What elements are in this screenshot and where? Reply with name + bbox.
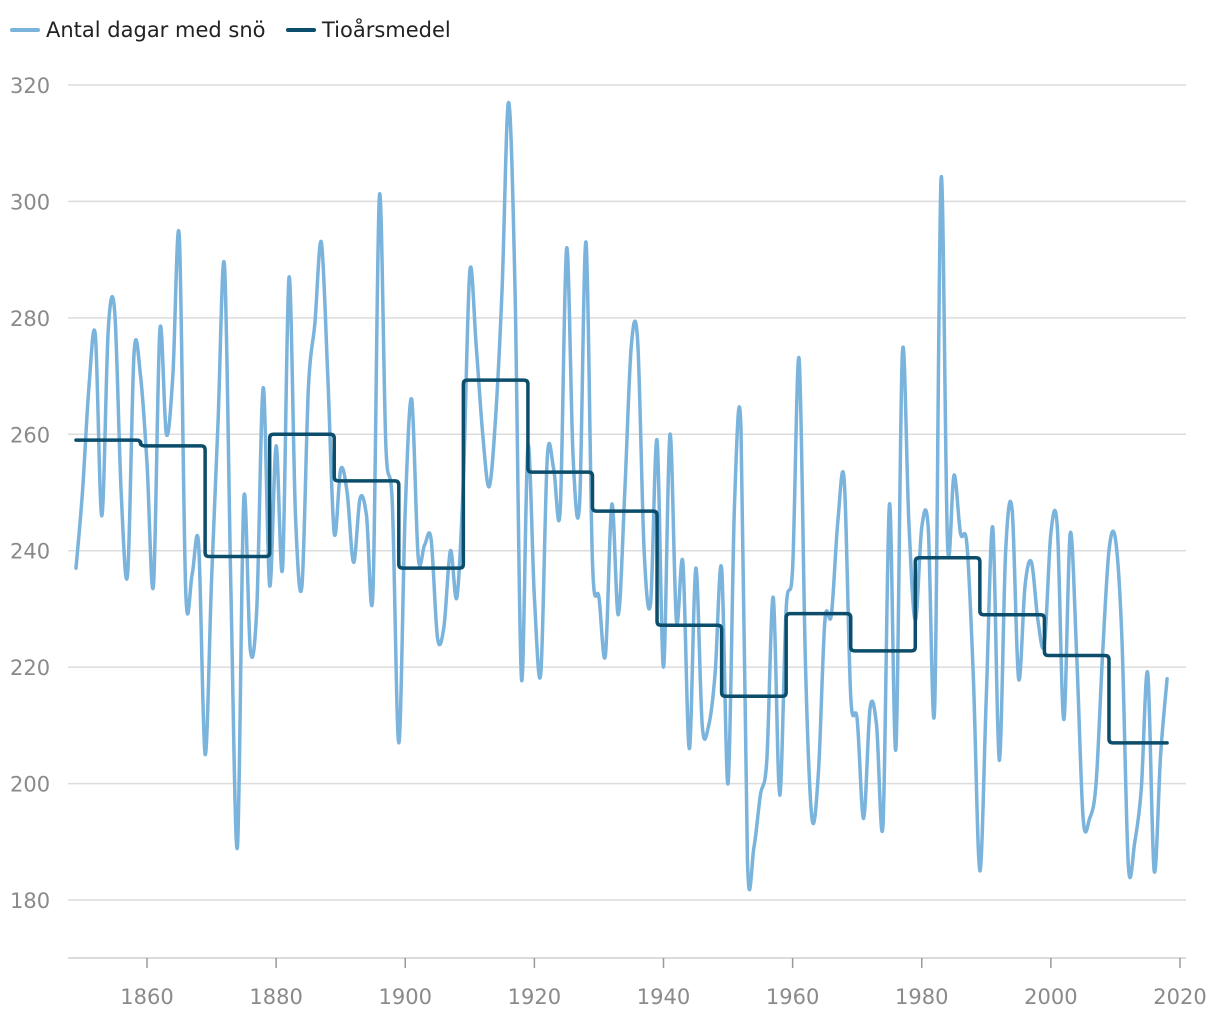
y-tick-label: 320 <box>10 74 50 98</box>
x-tick-label: 1920 <box>508 985 561 1009</box>
x-tick-label: 2020 <box>1153 985 1206 1009</box>
x-tick-label: 1940 <box>637 985 690 1009</box>
legend-label-snow-days: Antal dagar med snö <box>46 18 265 42</box>
x-tick-label: 1900 <box>379 985 432 1009</box>
x-tick-label: 2000 <box>1024 985 1077 1009</box>
y-tick-label: 300 <box>10 190 50 214</box>
plot-area <box>74 100 1169 892</box>
x-tick-label: 1980 <box>895 985 948 1009</box>
x-tick-label: 1880 <box>249 985 302 1009</box>
series-line-snow-days <box>74 100 1169 892</box>
legend: Antal dagar med snö Tioårsmedel <box>10 17 451 42</box>
series-line-decade-mean <box>74 378 1169 745</box>
y-tick-label: 220 <box>10 656 50 680</box>
y-tick-label: 200 <box>10 773 50 797</box>
y-tick-label: 180 <box>10 889 50 913</box>
y-axis-tick-labels: 180 200 220 240 260 280 300 320 <box>10 74 50 913</box>
gridlines <box>68 84 1186 901</box>
y-tick-label: 240 <box>10 540 50 564</box>
y-tick-label: 280 <box>10 307 50 331</box>
x-axis-ticks: 1860 1880 1900 1920 1940 1960 1980 2000 2020 <box>120 958 1207 1009</box>
y-tick-label: 260 <box>10 423 50 447</box>
legend-label-decade-mean: Tioårsmedel <box>321 17 451 42</box>
x-tick-label: 1960 <box>766 985 819 1009</box>
x-tick-label: 1860 <box>120 985 173 1009</box>
